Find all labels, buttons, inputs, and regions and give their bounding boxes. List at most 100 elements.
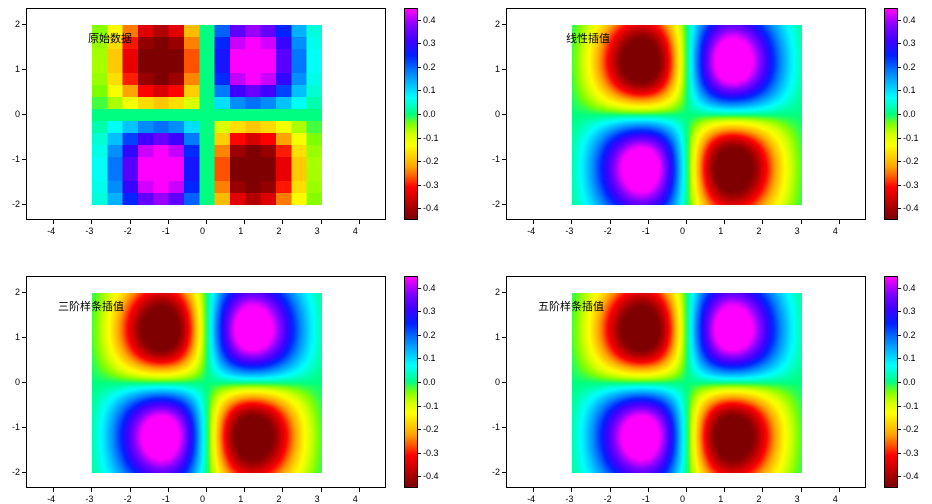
subplot-title-2: 三阶样条插值: [58, 298, 124, 314]
xtick: [610, 488, 611, 492]
xtick-label: 4: [833, 494, 838, 504]
ytick-label: 2: [495, 19, 500, 29]
xtick-label: 0: [200, 226, 205, 236]
colorbar-tick-label: -0.4: [423, 203, 439, 213]
colorbar-tick: [418, 185, 421, 186]
xtick: [801, 488, 802, 492]
colorbar-tick: [418, 406, 421, 407]
ytick: [502, 472, 506, 473]
colorbar-2: [404, 276, 418, 488]
xtick-label: -4: [47, 226, 55, 236]
colorbar-tick-label: 0.2: [423, 62, 436, 72]
xtick: [53, 220, 54, 224]
xtick-label: 3: [315, 226, 320, 236]
xtick-label: -3: [565, 226, 573, 236]
ytick: [22, 159, 26, 160]
xtick-label: 0: [200, 494, 205, 504]
colorbar-tick: [418, 335, 421, 336]
colorbar-tick-label: -0.4: [423, 471, 439, 481]
colorbar-tick: [898, 429, 901, 430]
xtick: [91, 488, 92, 492]
colorbar-gradient: [405, 277, 417, 487]
colorbar-tick-label: 0.3: [903, 38, 916, 48]
xtick-label: -4: [47, 494, 55, 504]
xtick-label: 1: [238, 494, 243, 504]
xtick-label: 1: [718, 226, 723, 236]
colorbar-tick: [418, 114, 421, 115]
ytick: [502, 159, 506, 160]
xtick: [130, 220, 131, 224]
xtick-label: 1: [718, 494, 723, 504]
xtick-label: 3: [795, 494, 800, 504]
ytick-label: 2: [15, 287, 20, 297]
xtick: [321, 488, 322, 492]
colorbar-gradient: [405, 9, 417, 219]
colorbar-tick: [898, 335, 901, 336]
colorbar-tick: [898, 208, 901, 209]
xtick-label: -1: [162, 226, 170, 236]
colorbar-tick-label: 0.0: [423, 377, 436, 387]
xtick: [686, 488, 687, 492]
xtick: [282, 220, 283, 224]
colorbar-tick: [898, 161, 901, 162]
xtick-label: -3: [85, 494, 93, 504]
heatmap-1: [572, 25, 801, 205]
colorbar-tick-label: 0.2: [903, 330, 916, 340]
ytick: [502, 114, 506, 115]
xtick: [53, 488, 54, 492]
colorbar-tick-label: -0.1: [903, 133, 919, 143]
colorbar-tick: [418, 138, 421, 139]
colorbar-tick-label: 0.0: [423, 109, 436, 119]
xtick-label: -4: [527, 226, 535, 236]
xtick: [359, 488, 360, 492]
xtick-label: 0: [680, 226, 685, 236]
ytick: [22, 427, 26, 428]
colorbar-tick: [418, 208, 421, 209]
ytick: [22, 114, 26, 115]
ytick-label: -1: [492, 422, 500, 432]
xtick: [571, 220, 572, 224]
xtick-label: -2: [604, 494, 612, 504]
colorbar-tick: [898, 90, 901, 91]
colorbar-tick: [898, 114, 901, 115]
colorbar-tick-label: -0.4: [903, 203, 919, 213]
colorbar-tick: [898, 288, 901, 289]
colorbar-tick: [898, 476, 901, 477]
ytick-label: -2: [12, 467, 20, 477]
colorbar-tick: [898, 406, 901, 407]
subplot-title-3: 五阶样条插值: [538, 298, 604, 314]
ytick: [22, 382, 26, 383]
colorbar-tick-label: -0.2: [423, 424, 439, 434]
xtick-label: -4: [527, 494, 535, 504]
colorbar-tick-label: -0.3: [903, 448, 919, 458]
xtick: [168, 488, 169, 492]
ytick-label: 2: [15, 19, 20, 29]
ytick: [22, 337, 26, 338]
colorbar-tick-label: 0.3: [423, 306, 436, 316]
xtick: [762, 488, 763, 492]
ytick-label: -1: [12, 422, 20, 432]
subplot-title-0: 原始数据: [88, 30, 132, 46]
colorbar-tick-label: 0.2: [903, 62, 916, 72]
colorbar-tick: [418, 90, 421, 91]
colorbar-tick: [418, 453, 421, 454]
xtick-label: -2: [124, 494, 132, 504]
xtick-label: 3: [795, 226, 800, 236]
ytick: [502, 292, 506, 293]
ytick: [22, 472, 26, 473]
xtick: [571, 488, 572, 492]
colorbar-tick-label: -0.2: [423, 156, 439, 166]
ytick-label: 0: [15, 377, 20, 387]
colorbar-tick-label: -0.3: [903, 180, 919, 190]
colorbar-tick-label: -0.3: [423, 448, 439, 458]
ytick-label: -1: [492, 154, 500, 164]
xtick-label: -1: [642, 226, 650, 236]
xtick-label: 0: [680, 494, 685, 504]
colorbar-tick-label: 0.3: [903, 306, 916, 316]
xtick: [244, 488, 245, 492]
xtick: [724, 488, 725, 492]
colorbar-tick-label: 0.1: [903, 353, 916, 363]
colorbar-tick: [898, 67, 901, 68]
xtick-label: 4: [353, 226, 358, 236]
xtick: [801, 220, 802, 224]
